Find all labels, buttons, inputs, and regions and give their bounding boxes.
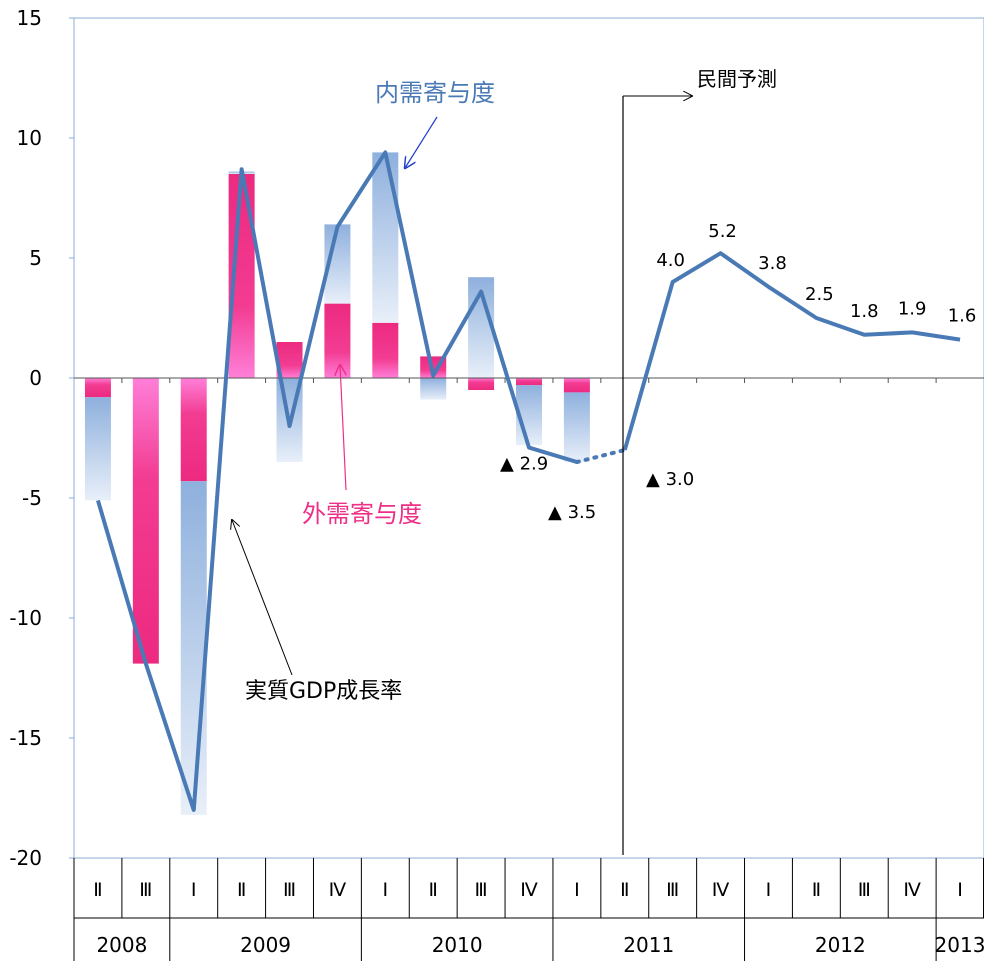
domestic-demand-arrow: [405, 116, 438, 168]
y-tick-label: 15: [17, 6, 42, 30]
external-demand-bar: [132, 378, 159, 664]
quarter-label: Ⅰ: [574, 879, 580, 901]
gdp-growth-arrow: [232, 520, 293, 676]
y-tick-label: -10: [9, 606, 42, 630]
domestic-demand-bar: [420, 378, 447, 400]
external-demand-arrow: [340, 365, 347, 491]
quarter-label: Ⅱ: [237, 879, 246, 901]
gdp-forecast-line: [622, 251, 961, 451]
quarter-label: Ⅱ: [812, 879, 821, 901]
quarter-label: Ⅱ: [620, 879, 629, 901]
y-ticks-layer: 15 10 5 0 -5 -10 -15 -20: [9, 6, 74, 870]
y-tick-label: -5: [22, 486, 42, 510]
quarter-label: Ⅲ: [666, 879, 679, 901]
domestic-demand-bar: [180, 481, 207, 815]
quarter-label: Ⅳ: [903, 879, 921, 901]
gdp-data-label: 5.2: [708, 221, 737, 242]
external-demand-bar: [372, 322, 399, 378]
y-tick-label: 10: [17, 126, 42, 150]
quarter-label: Ⅲ: [139, 879, 152, 901]
domestic-demand-label: 内需寄与度: [375, 79, 495, 107]
external-demand-bar: [516, 378, 542, 386]
gdp-data-label: 4.0: [656, 250, 685, 271]
domestic-demand-bar: [84, 397, 111, 501]
quarter-label: Ⅲ: [475, 879, 488, 901]
zero-ticks: [121, 378, 937, 383]
labels-layer: ▲ 2.9 ▲ 3.5 ▲ 3.0 4.0 5.2 3.8 2.5 1.8 1.9 1.6: [500, 221, 976, 523]
line-layer: [96, 150, 961, 812]
year-label: 2009: [240, 933, 291, 957]
y-tick-label: 0: [29, 366, 42, 390]
external-demand-bar: [84, 378, 111, 398]
gdp-growth-line-gap: [574, 448, 627, 464]
external-demand-bar: [180, 378, 207, 482]
year-label: 2013: [935, 933, 984, 957]
year-label: 2008: [96, 933, 147, 957]
gdp-data-label: ▲ 3.0: [646, 469, 694, 490]
plot-frame: [73, 17, 984, 859]
quarter-label: Ⅲ: [858, 879, 871, 901]
quarter-label: Ⅰ: [191, 879, 197, 901]
y-tick-label: 5: [29, 246, 42, 270]
quarter-label: Ⅲ: [283, 879, 296, 901]
quarter-label: Ⅰ: [766, 879, 772, 901]
year-label: 2012: [815, 933, 866, 957]
gdp-data-label: ▲ 3.5: [548, 502, 596, 523]
quarter-label: Ⅱ: [429, 879, 438, 901]
forecast-label: 民間予測: [697, 67, 777, 91]
gdp-data-label: 3.8: [758, 253, 787, 274]
domestic-demand-bar: [563, 392, 590, 462]
gdp-growth-line: [96, 150, 578, 812]
gdp-data-label: 1.9: [898, 298, 927, 319]
x-axis-layer: Ⅱ Ⅲ Ⅰ Ⅱ Ⅲ Ⅳ Ⅰ Ⅱ Ⅲ Ⅳ Ⅰ Ⅱ Ⅲ Ⅳ Ⅰ Ⅱ Ⅲ Ⅳ Ⅰ 2008 2009 2010 2011 2012 2…: [73, 858, 984, 961]
external-demand-bar: [563, 378, 590, 393]
y-tick-label: -15: [9, 726, 42, 750]
year-label: 2011: [623, 933, 674, 957]
gdp-data-label: 2.5: [805, 284, 834, 305]
quarter-label: Ⅳ: [712, 879, 730, 901]
external-demand-bar: [324, 303, 351, 378]
quarter-label: Ⅳ: [520, 879, 538, 901]
quarter-label: Ⅰ: [957, 879, 963, 901]
domestic-demand-bar: [372, 152, 399, 323]
gdp-data-label: ▲ 2.9: [500, 454, 548, 475]
quarter-label: Ⅱ: [93, 879, 102, 901]
gdp-data-label: 1.8: [850, 301, 879, 322]
quarter-label: Ⅰ: [383, 879, 389, 901]
bars-layer: [84, 152, 590, 815]
external-demand-label: 外需寄与度: [302, 500, 422, 528]
year-label: 2010: [432, 933, 483, 957]
gdp-growth-label: 実質GDP成長率: [245, 679, 402, 704]
y-tick-label: -20: [9, 846, 42, 870]
gdp-data-label: 1.6: [948, 306, 977, 327]
quarter-label: Ⅳ: [329, 879, 347, 901]
external-demand-bar: [468, 378, 495, 390]
